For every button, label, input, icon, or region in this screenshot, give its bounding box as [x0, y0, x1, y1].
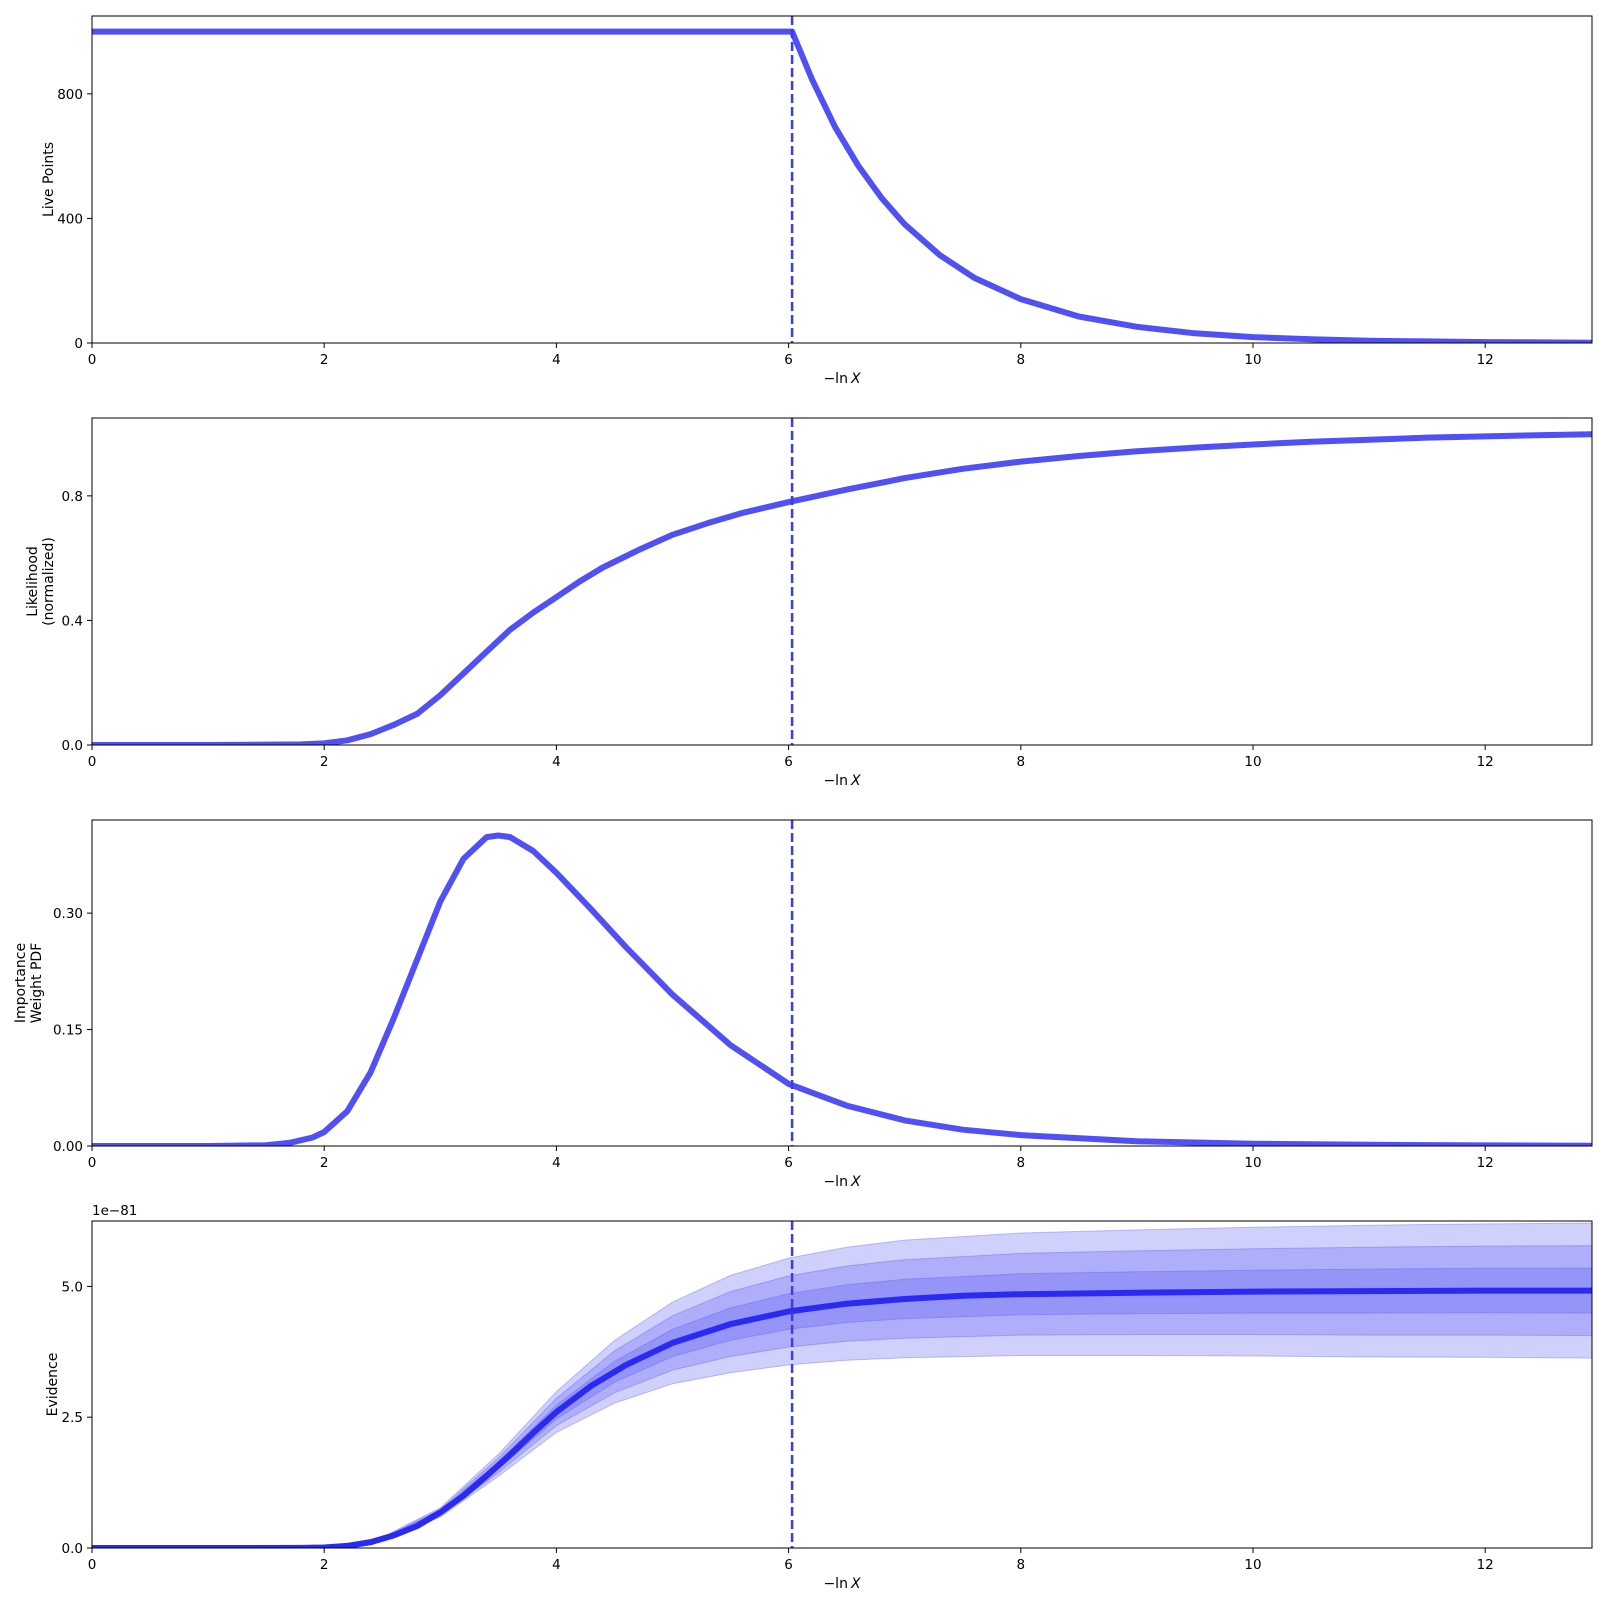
y-tick-label: 0.00 — [53, 1139, 83, 1155]
y-tick-label: 0.4 — [62, 613, 83, 629]
y-tick-label: 0 — [74, 336, 83, 352]
y-tick-label: 0.0 — [62, 1541, 83, 1557]
x-tick-label: 12 — [1477, 1155, 1494, 1171]
x-tick-label: 10 — [1244, 1557, 1261, 1573]
x-tick-label: 6 — [784, 1155, 793, 1171]
y-tick-label: 400 — [57, 211, 83, 227]
x-tick-label: 6 — [784, 352, 793, 368]
x-tick-label: 6 — [784, 1557, 793, 1573]
x-tick-label: 2 — [320, 754, 329, 770]
x-tick-label: 8 — [1016, 1557, 1025, 1573]
axes-frame — [91, 819, 1593, 1147]
x-tick-label: 0 — [88, 352, 97, 368]
x-tick-label: 10 — [1244, 1155, 1261, 1171]
panel-3: 0 2 4 6 8 10 12 0.00 0.15 0.30 −ln X ImportanceWeigh… — [13, 819, 1593, 1190]
panel-1: 0 2 4 6 8 10 12 0 400 800 −ln X Live Points — [41, 15, 1593, 387]
x-tick-label: 0 — [88, 1557, 97, 1573]
panel-4: 0 2 4 6 8 10 12 0.0 2.5 5.0 −ln X Evidence 1e−81 — [45, 1203, 1593, 1592]
axes-frame — [91, 1220, 1593, 1549]
series-line-1 — [92, 1287, 1592, 1548]
panel-2: 0 2 4 6 8 10 12 0.0 0.4 0.8 −ln X Likelihood(normali… — [25, 417, 1593, 789]
x-axis-label: −ln X — [823, 371, 861, 387]
axes-frame — [91, 417, 1593, 746]
x-tick-label: 2 — [320, 1557, 329, 1573]
y-scale-offset-label: 1e−81 — [92, 1203, 137, 1219]
x-tick-label: 8 — [1016, 1155, 1025, 1171]
y-tick-label: 0.0 — [62, 738, 83, 754]
x-tick-label: 0 — [88, 754, 97, 770]
x-axis-label: −ln X — [823, 1174, 861, 1190]
x-tick-label: 12 — [1477, 754, 1494, 770]
x-tick-label: 2 — [320, 1155, 329, 1171]
plot-area — [92, 16, 1592, 343]
x-tick-label: 12 — [1477, 1557, 1494, 1573]
y-axis-label: Live Points — [41, 142, 57, 217]
x-tick-label: 10 — [1244, 754, 1261, 770]
x-tick-label: 8 — [1016, 754, 1025, 770]
x-tick-label: 12 — [1477, 352, 1494, 368]
evidence-band-2sigma — [92, 1245, 1592, 1548]
y-tick-label: 0.15 — [53, 1023, 83, 1039]
x-tick-label: 6 — [784, 754, 793, 770]
x-tick-label: 4 — [552, 1155, 561, 1171]
x-tick-label: 4 — [552, 352, 561, 368]
y-tick-label: 0.8 — [62, 489, 83, 505]
y-axis-label: Likelihood(normalized) — [25, 537, 57, 626]
x-tick-label: 10 — [1244, 352, 1261, 368]
y-tick-label: 5.0 — [62, 1279, 83, 1295]
y-tick-label: 800 — [57, 87, 83, 103]
y-axis-label: ImportanceWeight PDF — [13, 943, 45, 1024]
x-tick-label: 2 — [320, 352, 329, 368]
x-tick-label: 0 — [88, 1155, 97, 1171]
x-axis-label: −ln X — [823, 773, 861, 789]
y-tick-label: 0.30 — [53, 906, 83, 922]
x-tick-label: 4 — [552, 754, 561, 770]
evidence-band-1sigma — [92, 1267, 1592, 1548]
x-axis-label: −ln X — [823, 1576, 861, 1592]
plot-area — [92, 820, 1592, 1146]
y-tick-label: 2.5 — [62, 1410, 83, 1426]
series-line-1 — [92, 28, 1592, 343]
series-line-1 — [92, 832, 1592, 1146]
plot-area — [92, 1221, 1592, 1548]
axes-frame — [91, 15, 1593, 344]
series-line-1 — [92, 431, 1592, 745]
x-tick-label: 8 — [1016, 352, 1025, 368]
plot-area — [92, 418, 1592, 745]
x-tick-label: 4 — [552, 1557, 561, 1573]
y-axis-label: Evidence — [45, 1353, 61, 1417]
evidence-band-3sigma — [92, 1222, 1592, 1548]
